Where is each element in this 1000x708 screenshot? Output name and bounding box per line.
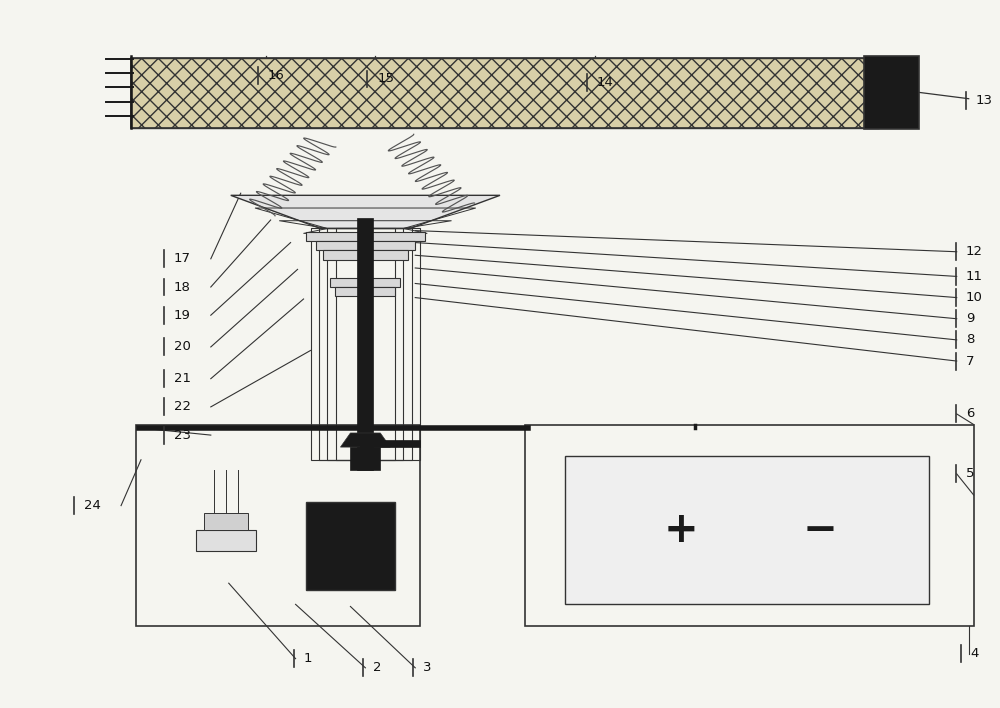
Text: 8: 8 — [966, 333, 974, 346]
Bar — [323, 251, 408, 260]
Bar — [311, 229, 420, 459]
Bar — [204, 513, 248, 530]
Text: 2: 2 — [373, 661, 382, 674]
Bar — [327, 229, 403, 459]
Text: 23: 23 — [174, 428, 191, 442]
Bar — [864, 57, 919, 129]
Text: 5: 5 — [966, 467, 974, 481]
Text: 24: 24 — [84, 499, 101, 512]
Text: 19: 19 — [174, 309, 191, 321]
Bar — [330, 278, 400, 287]
Text: 9: 9 — [966, 312, 974, 325]
Bar — [316, 241, 415, 251]
Bar — [319, 229, 412, 459]
Text: 18: 18 — [174, 280, 191, 294]
Bar — [525, 425, 974, 625]
Text: 6: 6 — [966, 407, 974, 421]
Polygon shape — [340, 433, 390, 447]
Text: +: + — [664, 509, 699, 552]
Polygon shape — [357, 218, 373, 470]
Text: 14: 14 — [597, 76, 614, 89]
Bar — [196, 530, 256, 552]
Text: 22: 22 — [174, 401, 191, 413]
Polygon shape — [231, 195, 500, 229]
Text: 11: 11 — [966, 270, 983, 283]
Text: 12: 12 — [966, 245, 983, 258]
Text: 20: 20 — [174, 341, 191, 353]
Text: 15: 15 — [377, 72, 394, 86]
Bar — [131, 58, 879, 128]
Bar — [136, 425, 420, 625]
Text: 16: 16 — [268, 69, 285, 82]
Polygon shape — [350, 447, 380, 470]
Bar — [131, 58, 879, 128]
Bar — [336, 229, 395, 459]
Text: 1: 1 — [304, 652, 312, 665]
Text: −: − — [802, 509, 837, 552]
Bar — [335, 287, 395, 296]
Text: 17: 17 — [174, 252, 191, 266]
Text: 7: 7 — [966, 355, 974, 367]
Text: 21: 21 — [174, 372, 191, 385]
Text: 10: 10 — [966, 291, 983, 304]
Bar — [306, 502, 395, 590]
Bar — [306, 232, 425, 241]
Text: 3: 3 — [423, 661, 432, 674]
Text: 4: 4 — [971, 647, 979, 661]
Polygon shape — [360, 440, 420, 447]
Bar — [565, 456, 929, 605]
Text: 13: 13 — [976, 93, 993, 107]
